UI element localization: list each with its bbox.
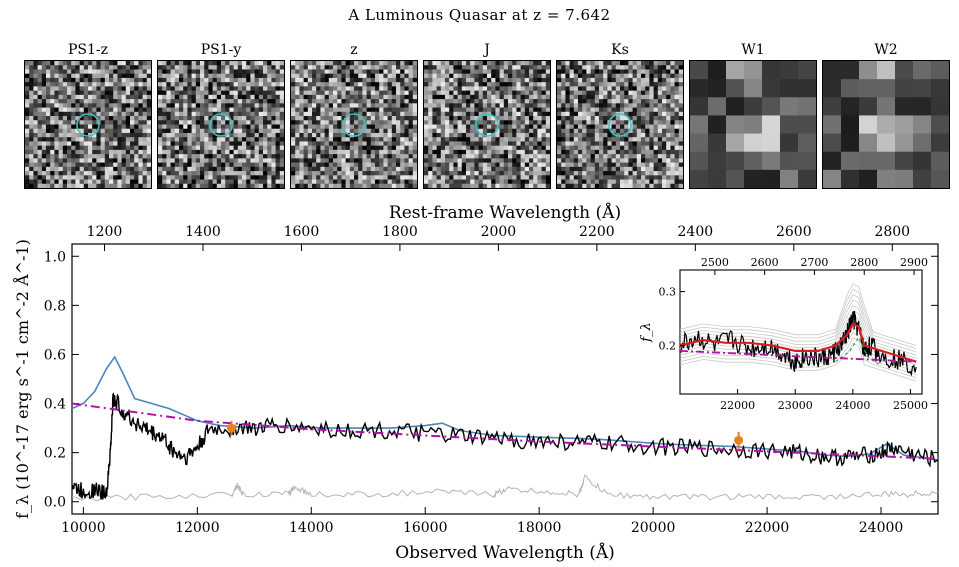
y-tick-label: 0.0 bbox=[44, 495, 66, 511]
top-tick-label: 2600 bbox=[776, 224, 812, 240]
target-circle bbox=[76, 113, 100, 137]
top-tick-label: 2000 bbox=[481, 224, 517, 240]
y-tick-label: 0.2 bbox=[44, 446, 66, 462]
x-axis-title: Observed Wavelength (Å) bbox=[395, 542, 615, 563]
posterior-line bbox=[679, 305, 917, 359]
x-tick-label: 24000 bbox=[859, 520, 904, 536]
top-tick-label: 2200 bbox=[579, 224, 615, 240]
cutout-image bbox=[556, 60, 684, 189]
top-tick-label: 1600 bbox=[284, 224, 320, 240]
inset-x-tick-label: 25000 bbox=[893, 399, 928, 412]
target-circle bbox=[475, 113, 499, 137]
inset-continuum-line bbox=[679, 350, 917, 363]
inset-y-axis-title: f_λ bbox=[639, 322, 654, 343]
top-axis-title: Rest-frame Wavelength (Å) bbox=[389, 202, 621, 223]
photometry-point bbox=[227, 423, 237, 433]
inset-top-tick-label: 2500 bbox=[701, 256, 729, 269]
posterior-line bbox=[679, 283, 917, 346]
posterior-line bbox=[679, 288, 917, 350]
top-tick-label: 2800 bbox=[874, 224, 910, 240]
target-circle bbox=[608, 113, 632, 137]
cutout-image bbox=[24, 60, 152, 189]
top-tick-label: 1200 bbox=[87, 224, 123, 240]
cutout-label: J bbox=[484, 42, 490, 58]
inset-frame bbox=[679, 269, 923, 395]
continuum-line bbox=[71, 402, 939, 460]
cutout-image bbox=[689, 60, 817, 189]
inset-y-tick-label: 0.2 bbox=[659, 339, 677, 352]
y-tick-label: 0.4 bbox=[44, 397, 66, 413]
inset-top-tick-label: 2900 bbox=[900, 256, 928, 269]
inset-y-tick-label: 0.3 bbox=[659, 286, 677, 299]
target-circle bbox=[209, 113, 233, 137]
posterior-line bbox=[679, 342, 917, 382]
target-circle bbox=[342, 113, 366, 137]
y-tick-label: 1.0 bbox=[44, 249, 66, 265]
cutout-label: z bbox=[350, 42, 358, 58]
top-tick-label: 1800 bbox=[382, 224, 418, 240]
y-tick-label: 0.8 bbox=[44, 298, 66, 314]
x-tick-label: 18000 bbox=[517, 520, 562, 536]
top-tick-label: 2400 bbox=[678, 224, 714, 240]
x-tick-label: 22000 bbox=[745, 520, 790, 536]
mgii-component-line bbox=[835, 336, 880, 365]
cutout-image bbox=[290, 60, 418, 189]
plot-frame bbox=[71, 243, 939, 515]
y-axis-title: f_λ (10^-17 erg s^-1 cm^-2 Å^-1) bbox=[12, 239, 32, 519]
inset-top-tick-label: 2700 bbox=[800, 256, 828, 269]
inset-top-tick-label: 2800 bbox=[850, 256, 878, 269]
cutout-image bbox=[157, 60, 285, 189]
inset-x-tick-label: 22000 bbox=[720, 399, 755, 412]
cutout-image bbox=[822, 60, 950, 189]
photometry-point bbox=[734, 435, 744, 445]
cutout-label: PS1-z bbox=[67, 42, 109, 58]
x-tick-label: 14000 bbox=[289, 520, 334, 536]
posterior-line bbox=[679, 337, 917, 379]
posterior-line bbox=[679, 331, 917, 375]
x-tick-label: 20000 bbox=[631, 520, 676, 536]
cutout-label: Ks bbox=[611, 42, 629, 58]
fit-line bbox=[679, 322, 917, 363]
inset-x-tick-label: 23000 bbox=[778, 399, 813, 412]
y-tick-label: 0.6 bbox=[44, 347, 66, 363]
inset-spectrum-line bbox=[679, 310, 917, 377]
cutout-label: W2 bbox=[874, 42, 898, 58]
noise-line bbox=[71, 474, 939, 502]
posterior-line bbox=[679, 294, 917, 353]
cutout-label: W1 bbox=[741, 42, 765, 58]
posterior-line bbox=[679, 299, 917, 356]
x-tick-label: 16000 bbox=[403, 520, 448, 536]
cutout-image bbox=[423, 60, 551, 189]
top-tick-label: 1400 bbox=[185, 224, 221, 240]
page-title: A Luminous Quasar at z = 7.642 bbox=[348, 6, 611, 24]
inset-top-tick-label: 2600 bbox=[751, 256, 779, 269]
x-tick-label: 12000 bbox=[175, 520, 220, 536]
cutout-label: PS1-y bbox=[200, 42, 242, 58]
x-tick-label: 10000 bbox=[61, 520, 106, 536]
inset-x-tick-label: 24000 bbox=[835, 399, 870, 412]
template-line bbox=[71, 355, 939, 461]
